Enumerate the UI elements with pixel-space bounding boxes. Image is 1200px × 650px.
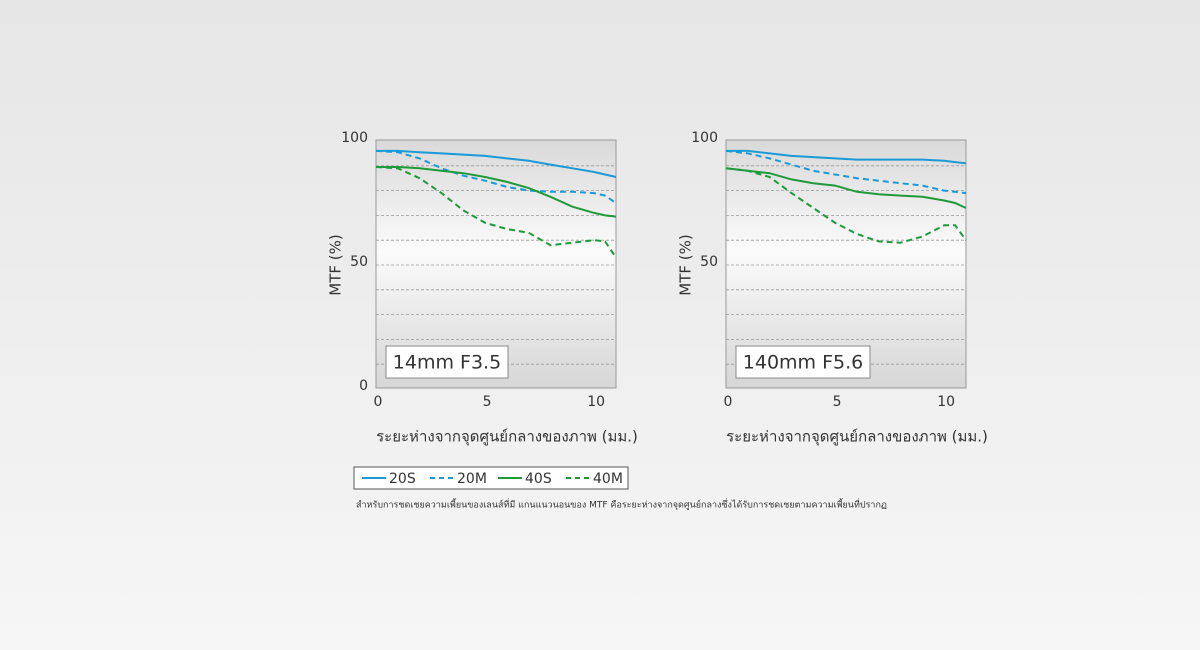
mtf-line: [725, 167, 967, 209]
y-axis-label: MTF (%): [327, 234, 345, 295]
x-tick-label: 0: [724, 394, 733, 410]
mtf-line: [376, 149, 617, 178]
y-tick-label: 100: [341, 130, 368, 146]
legend-label: 20M: [457, 471, 487, 487]
footnote: สำหรับการชดเชยความเพี้ยนของเลนส์ที่มี แก…: [356, 498, 887, 511]
x-tick-label: 10: [587, 394, 605, 410]
mtf-line: [726, 149, 967, 165]
mtf-line: [376, 166, 617, 218]
x-tick-label: 5: [483, 394, 492, 410]
legend-label: 40S: [525, 471, 552, 487]
y-axis-label: MTF (%): [677, 234, 695, 295]
x-tick-label: 10: [937, 394, 955, 410]
mtf-line: [375, 166, 617, 259]
y-tick-label: 50: [350, 254, 368, 270]
y-tick-label: 50: [700, 254, 718, 270]
x-tick-label: 5: [833, 394, 842, 410]
y-tick-label: 0: [359, 378, 368, 394]
x-tick-label: 0: [374, 394, 383, 410]
y-tick-label: 100: [691, 130, 718, 146]
mtf-line: [375, 149, 617, 204]
legend-label: 20S: [389, 471, 416, 487]
legend-label: 40M: [593, 471, 623, 487]
mtf-line: [725, 149, 967, 195]
legend-box: [353, 466, 629, 490]
panel-label-box: [385, 345, 509, 379]
panel-label: 14mm F3.5: [393, 352, 501, 374]
panel-label-box: [735, 345, 871, 379]
panel-label: 140mm F5.6: [743, 352, 863, 374]
x-axis-label: ระยะห่างจากจุดศูนย์กลางของภาพ (มม.): [726, 428, 988, 447]
mtf-line: [725, 167, 967, 244]
x-axis-label: ระยะห่างจากจุดศูนย์กลางของภาพ (มม.): [376, 428, 638, 447]
